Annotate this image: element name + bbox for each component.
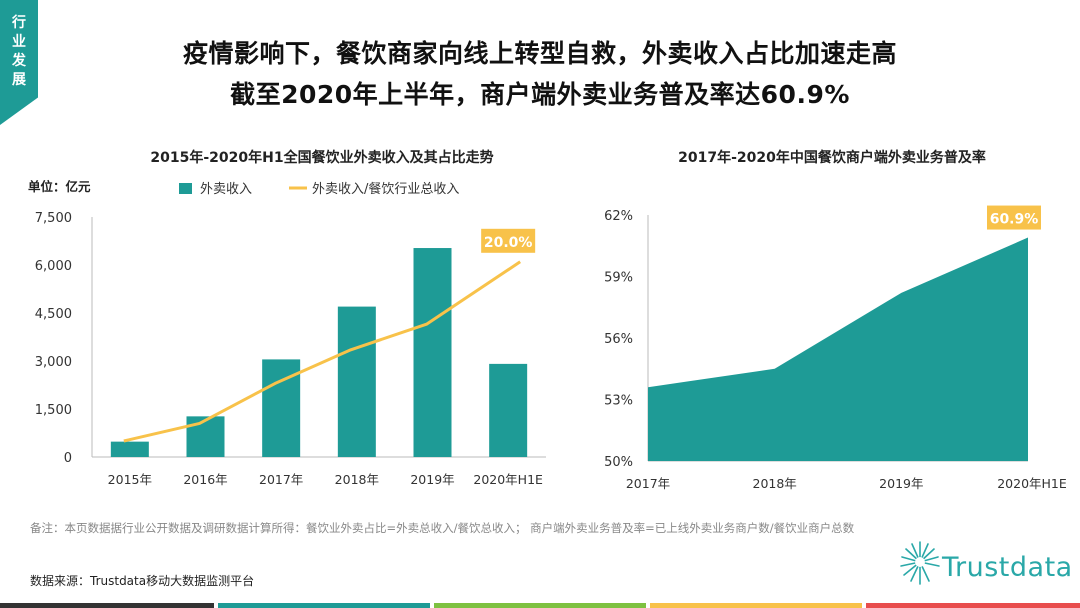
right-y-tick: 53% xyxy=(604,394,633,409)
footer-bar-5 xyxy=(866,603,1080,608)
footnote: 备注：本页数据据行业公开数据及调研数据计算所得：餐饮业外卖占比=外卖总收入/餐饮… xyxy=(30,521,855,535)
right-y-tick: 62% xyxy=(604,209,633,224)
bar-2018年 xyxy=(337,306,376,457)
bar-2020年H1E xyxy=(489,363,528,457)
left-x-tick: 2016年 xyxy=(183,472,227,487)
left-x-tick: 2015年 xyxy=(108,472,152,487)
section-tag-label: 行业发展 xyxy=(12,15,26,88)
right-x-tick: 2017年 xyxy=(626,476,670,491)
left-x-tick: 2017年 xyxy=(259,472,303,487)
left-y-tick: 1,500 xyxy=(35,403,72,418)
trustdata-logo-icon xyxy=(900,541,940,585)
bar-2019年 xyxy=(413,248,452,457)
right-x-tick: 2018年 xyxy=(753,476,797,491)
left-x-tick: 2018年 xyxy=(335,472,379,487)
ratio-annotation-label: 20.0% xyxy=(484,235,533,251)
right-y-tick: 59% xyxy=(604,271,633,286)
right-y-tick: 50% xyxy=(604,455,633,470)
left-y-tick: 0 xyxy=(64,451,72,466)
ratio-annotation-box xyxy=(481,228,536,253)
page-title-line1: 疫情影响下，餐饮商家向线上转型自救，外卖收入占比加速走高 xyxy=(182,39,897,68)
left-y-tick: 7,500 xyxy=(35,211,72,226)
left-y-tick: 6,000 xyxy=(35,259,72,274)
footer-bar-3 xyxy=(434,603,646,608)
left-x-tick: 2020年H1E xyxy=(473,472,543,487)
right-y-tick: 56% xyxy=(604,332,633,347)
right-chart-title: 2017年-2020年中国餐饮商户端外卖业务普及率 xyxy=(678,149,986,166)
footer-bar-4 xyxy=(650,603,862,608)
left-x-tick: 2019年 xyxy=(410,472,454,487)
penetration-area xyxy=(648,237,1028,461)
section-tag: 行业发展 xyxy=(0,0,38,125)
left-y-tick: 4,500 xyxy=(35,307,72,322)
legend-line-label: 外卖收入/餐饮行业总收入 xyxy=(312,181,459,197)
footer-bar-2 xyxy=(218,603,430,608)
legend-bar-label: 外卖收入 xyxy=(200,182,252,197)
page-title-line2: 截至2020年上半年，商户端外卖业务普及率达60.9% xyxy=(230,80,850,109)
right-x-tick: 2019年 xyxy=(879,476,923,491)
ratio-line xyxy=(123,260,521,443)
footer-bar-1 xyxy=(0,603,214,608)
penetration-annotation-box xyxy=(987,205,1041,230)
right-x-tick: 2020年H1E xyxy=(997,476,1067,491)
left-chart-unit-label: 单位：亿元 xyxy=(28,179,91,194)
data-source: 数据来源：Trustdata移动大数据监测平台 xyxy=(30,574,255,588)
penetration-annotation-label: 60.9% xyxy=(990,212,1039,228)
left-chart-title: 2015年-2020年H1全国餐饮业外卖收入及其占比走势 xyxy=(150,149,493,166)
logo-text: Trustdata xyxy=(942,552,1073,583)
bar-2015年 xyxy=(110,441,149,457)
left-y-tick: 3,000 xyxy=(35,355,72,370)
bar-2016年 xyxy=(186,416,225,457)
legend-bar-swatch xyxy=(179,183,192,194)
